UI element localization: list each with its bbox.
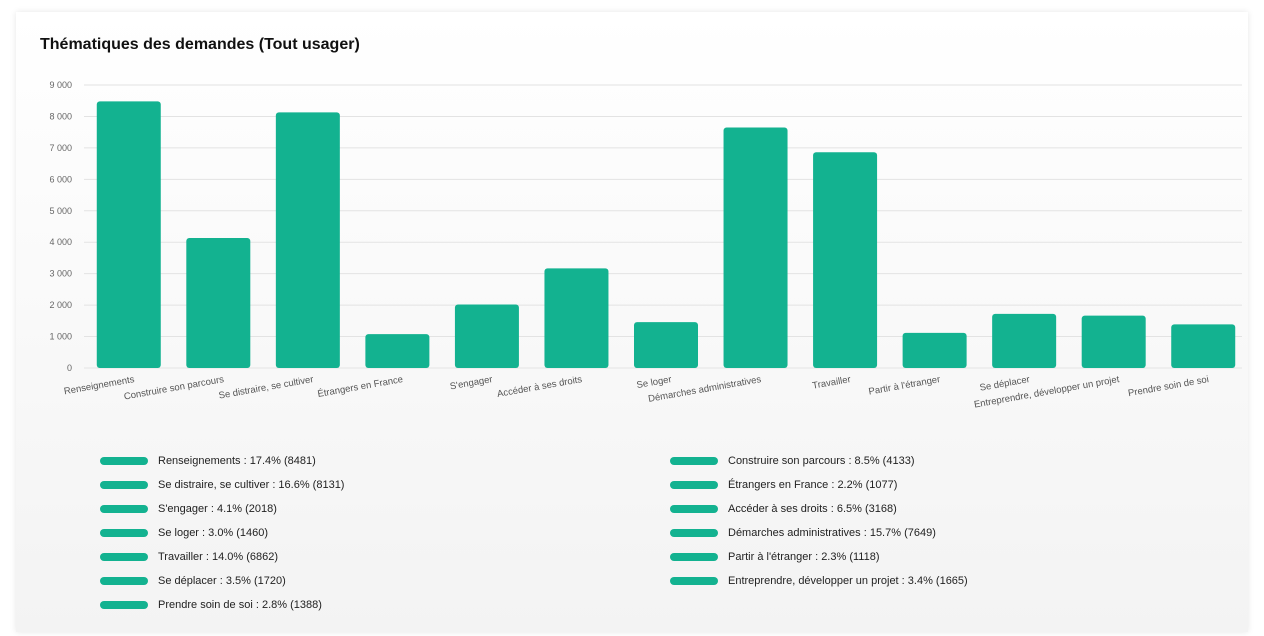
bar[interactable] xyxy=(723,127,788,368)
x-tick-label: Accéder à ses droits xyxy=(496,374,583,400)
bar[interactable] xyxy=(813,152,878,368)
legend-item[interactable]: Construire son parcours : 8.5% (4133) xyxy=(670,453,914,469)
bar[interactable] xyxy=(275,112,340,368)
legend-swatch xyxy=(670,553,718,561)
x-tick-label: Étrangers en France xyxy=(317,374,404,400)
legend-swatch xyxy=(670,529,718,537)
legend-item[interactable]: Accéder à ses droits : 6.5% (3168) xyxy=(670,501,897,517)
bar-chart: 0 1 000 2 000 3 000 4 000 5 000 6 000 7 000 8 00… xyxy=(49,80,1242,411)
legend-swatch xyxy=(100,505,148,513)
legend-label: Construire son parcours : 8.5% (4133) xyxy=(728,455,915,467)
legend-swatch xyxy=(100,457,148,465)
x-tick-label: Prendre soin de soi xyxy=(1127,374,1210,399)
bar[interactable] xyxy=(634,322,698,368)
legend-swatch xyxy=(100,481,148,489)
y-tick-label: 6 000 xyxy=(49,174,72,184)
legend-label: Renseignements : 17.4% (8481) xyxy=(158,455,316,467)
bar[interactable] xyxy=(1171,324,1236,368)
legend-label: Travailler : 14.0% (6862) xyxy=(158,551,279,563)
bar[interactable] xyxy=(902,332,967,368)
x-tick-label: Partir à l'étranger xyxy=(868,374,941,397)
bar[interactable] xyxy=(1081,315,1146,368)
x-tick-label: S'engager xyxy=(449,374,493,392)
y-tick-label: 8 000 xyxy=(49,111,72,121)
legend-item[interactable]: S'engager : 4.1% (2018) xyxy=(100,501,277,517)
legend-label: Accéder à ses droits : 6.5% (3168) xyxy=(728,503,897,515)
legend-label: Se déplacer : 3.5% (1720) xyxy=(158,575,286,587)
legend-swatch xyxy=(670,577,718,585)
x-tick-label: Se distraire, se cultiver xyxy=(218,374,315,402)
legend-item[interactable]: Entreprendre, développer un projet : 3.4… xyxy=(670,573,968,589)
legend-label: Entreprendre, développer un projet : 3.4… xyxy=(728,575,968,587)
legend-label: Partir à l'étranger : 2.3% (1118) xyxy=(728,551,880,563)
chart-card: Thématiques des demandes (Tout usager) 0… xyxy=(16,12,1248,632)
bar[interactable] xyxy=(992,313,1057,368)
legend-item[interactable]: Travailler : 14.0% (6862) xyxy=(100,549,278,565)
x-tick-label: Se loger xyxy=(636,374,673,391)
legend-item[interactable]: Se distraire, se cultiver : 16.6% (8131) xyxy=(100,477,344,493)
legend-swatch xyxy=(670,457,718,465)
x-tick-label: Travailler xyxy=(812,374,852,392)
legend-label: Se loger : 3.0% (1460) xyxy=(158,527,269,539)
y-tick-label: 3 000 xyxy=(49,269,72,279)
legend-swatch xyxy=(100,577,148,585)
chart-title: Thématiques des demandes (Tout usager) xyxy=(40,36,360,53)
y-tick-label: 1 000 xyxy=(49,332,72,342)
bar[interactable] xyxy=(365,334,430,368)
y-tick-label: 5 000 xyxy=(49,206,72,216)
legend-item[interactable]: Renseignements : 17.4% (8481) xyxy=(100,453,316,469)
bar[interactable] xyxy=(186,238,251,368)
legend-label: Se distraire, se cultiver : 16.6% (8131) xyxy=(158,479,345,491)
legend-label: Démarches administratives : 15.7% (7649) xyxy=(728,527,936,539)
bar[interactable] xyxy=(454,304,519,368)
legend-label: S'engager : 4.1% (2018) xyxy=(158,503,277,515)
y-tick-label: 4 000 xyxy=(49,237,72,247)
y-tick-label: 7 000 xyxy=(49,143,72,153)
y-tick-label: 0 xyxy=(67,363,72,373)
legend-item[interactable]: Se déplacer : 3.5% (1720) xyxy=(100,573,286,589)
legend-swatch xyxy=(670,481,718,489)
bar[interactable] xyxy=(544,268,609,368)
legend-item[interactable]: Démarches administratives : 15.7% (7649) xyxy=(670,525,936,541)
legend-item[interactable]: Prendre soin de soi : 2.8% (1388) xyxy=(100,597,322,613)
legend-swatch xyxy=(100,529,148,537)
legend-label: Étrangers en France : 2.2% (1077) xyxy=(728,479,898,491)
y-tick-label: 9 000 xyxy=(49,80,72,90)
legend-item[interactable]: Étrangers en France : 2.2% (1077) xyxy=(670,477,897,493)
legend-item[interactable]: Partir à l'étranger : 2.3% (1118) xyxy=(670,549,880,565)
legend-item[interactable]: Se loger : 3.0% (1460) xyxy=(100,525,268,541)
legend-swatch xyxy=(100,553,148,561)
bar[interactable] xyxy=(96,101,161,368)
y-tick-label: 2 000 xyxy=(49,300,72,310)
x-tick-label: Construire son parcours xyxy=(123,374,225,402)
legend-label: Prendre soin de soi : 2.8% (1388) xyxy=(158,599,322,611)
legend-swatch xyxy=(670,505,718,513)
legend-swatch xyxy=(100,601,148,609)
